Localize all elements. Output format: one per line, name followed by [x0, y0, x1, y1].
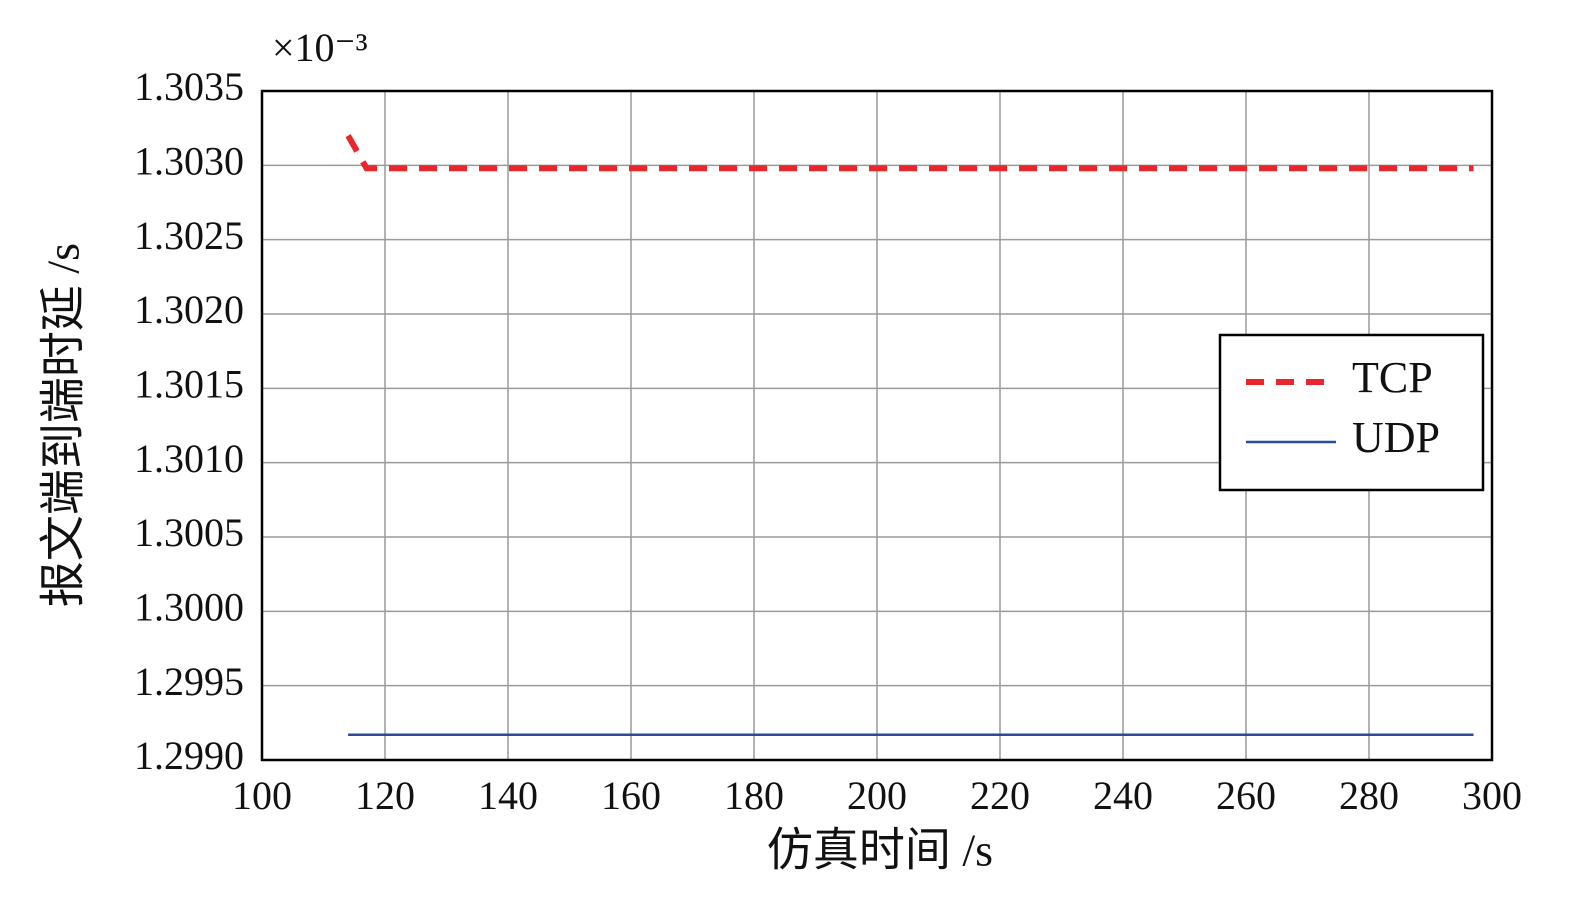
x-tick-label: 180	[724, 773, 784, 818]
y-tick-label: 1.2990	[134, 733, 244, 778]
x-tick-label: 260	[1216, 773, 1276, 818]
y-tick-label: 1.2995	[134, 659, 244, 704]
y-axis-label: 报文端到端时延 /s	[38, 243, 89, 607]
x-tick-label: 140	[478, 773, 538, 818]
x-tick-label: 100	[232, 773, 292, 818]
x-tick-label: 160	[601, 773, 661, 818]
plot-frame	[260, 89, 1494, 762]
x-axis-label: 仿真时间 /s	[767, 825, 993, 876]
x-tick-label: 300	[1462, 773, 1522, 818]
y-tick-label: 1.3015	[134, 362, 244, 407]
series-line	[345, 134, 1474, 172]
legend-label: TCP	[1352, 353, 1433, 402]
x-tick-label: 240	[1093, 773, 1153, 818]
y-tick-label: 1.3000	[134, 585, 244, 630]
x-tick-label: 120	[355, 773, 415, 818]
x-tick-label: 220	[970, 773, 1030, 818]
y-tick-label: 1.3030	[134, 139, 244, 184]
legend-box	[1218, 333, 1485, 492]
y-tick-label: 1.3035	[134, 64, 244, 109]
x-tick-label: 280	[1339, 773, 1399, 818]
legend-label: UDP	[1352, 413, 1440, 462]
y-tick-label: 1.3025	[134, 213, 244, 258]
x-tick-label: 200	[847, 773, 907, 818]
y-multiplier: ×10⁻³	[272, 25, 368, 70]
y-tick-label: 1.3020	[134, 287, 244, 332]
y-tick-label: 1.3005	[134, 510, 244, 555]
y-tick-label: 1.3010	[134, 436, 244, 481]
